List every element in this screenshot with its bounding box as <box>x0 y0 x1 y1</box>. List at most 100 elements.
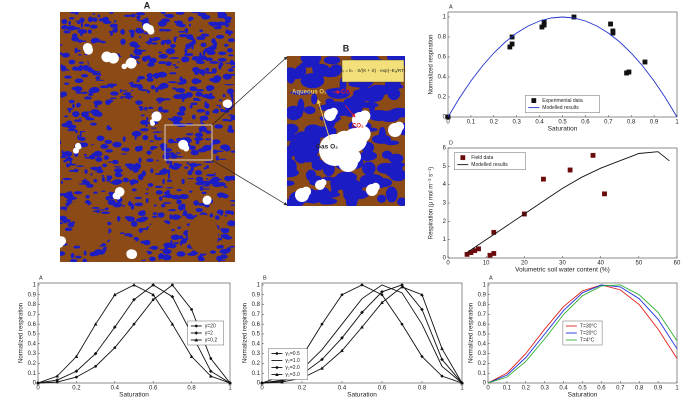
pore-water <box>163 202 172 204</box>
pore-water <box>89 24 98 29</box>
x-tick-label: 50 <box>635 261 642 267</box>
pore-water <box>177 61 180 63</box>
x-tick-label: 0.9 <box>650 120 659 126</box>
pore-water <box>160 41 166 45</box>
pore-water <box>287 165 293 175</box>
panel-label: A <box>39 275 43 281</box>
zoom-box <box>164 124 213 161</box>
legend-label: Modelled results <box>542 105 579 111</box>
x-axis-label: Saturation <box>568 392 598 399</box>
pore-water <box>109 175 113 180</box>
pore-water <box>220 233 230 239</box>
pore-water <box>220 108 224 112</box>
pore-water <box>129 54 134 57</box>
pore-water <box>92 13 96 15</box>
pore-water <box>147 183 154 187</box>
y-tick-label: 0.8 <box>438 35 447 41</box>
marker <box>208 374 213 378</box>
pore-water <box>60 93 64 98</box>
pore-water <box>231 222 235 227</box>
pore-water <box>175 12 185 15</box>
pore-water <box>136 75 146 80</box>
pore-water <box>195 91 203 97</box>
pore-water <box>353 90 362 96</box>
pore-water <box>161 168 168 173</box>
pore-water <box>287 180 295 187</box>
legend-swatch <box>531 98 537 104</box>
marker <box>75 375 78 379</box>
y-tick-label: 4 <box>443 182 447 188</box>
pore-water <box>225 30 234 35</box>
pore-water <box>138 157 142 164</box>
pore-water <box>122 177 129 183</box>
marker <box>55 378 60 382</box>
x-tick-label: 1 <box>460 386 464 392</box>
pore-water <box>67 124 77 130</box>
pore-water <box>140 173 146 175</box>
pore-water <box>68 59 76 65</box>
pore-water <box>157 212 165 218</box>
x-tick-label: 30 <box>559 261 566 267</box>
marker <box>541 176 546 182</box>
pore-water <box>165 187 174 189</box>
x-tick-label: 0.6 <box>581 120 590 126</box>
pore-water <box>200 33 210 37</box>
marker <box>132 297 136 302</box>
pore-water <box>134 202 144 207</box>
pore-water <box>69 258 78 262</box>
pore-water <box>77 54 82 56</box>
pore-water <box>186 162 190 165</box>
pore-water <box>205 95 216 100</box>
pore-water <box>131 188 137 192</box>
legend-swatch <box>275 365 279 370</box>
pore-water <box>199 29 204 33</box>
series-line <box>466 151 670 253</box>
pore-water <box>123 14 132 17</box>
pore-water <box>150 168 154 174</box>
x-tick-label: 0.2 <box>72 386 81 392</box>
pore-water <box>119 89 123 93</box>
y-axis-label: Normalized respiration <box>429 34 435 94</box>
pore-water <box>125 91 131 99</box>
zoom-line <box>211 159 288 206</box>
marker <box>151 298 155 302</box>
pore-water <box>108 191 115 196</box>
y-tick-label: 0.1 <box>252 371 261 377</box>
pore-water <box>100 144 109 150</box>
pore-water <box>150 42 158 45</box>
pore-water <box>202 188 211 190</box>
pore-water <box>136 79 140 83</box>
pore-water <box>215 155 219 161</box>
pore-water <box>140 216 149 221</box>
pore-water <box>83 178 88 184</box>
panel-label: B <box>343 43 350 53</box>
y-tick-label: 0.2 <box>28 361 37 367</box>
pore-water <box>224 43 229 47</box>
pore-water <box>178 30 185 33</box>
pore-water <box>76 102 81 107</box>
pore-water <box>209 213 214 218</box>
pore-water <box>214 172 217 175</box>
marker <box>360 325 364 329</box>
pore-water <box>145 41 148 44</box>
x-tick-label: 0.5 <box>558 120 567 126</box>
y-tick-label: 0.8 <box>252 302 261 308</box>
pore-water <box>224 210 233 215</box>
marker <box>440 346 444 351</box>
marker <box>541 22 547 28</box>
pore-water <box>194 69 199 76</box>
pore-water <box>175 138 182 141</box>
pore-water <box>230 150 235 153</box>
pore-water <box>204 102 210 109</box>
y-tick-label: 0.8 <box>28 302 37 308</box>
pore-water <box>67 156 72 159</box>
pore-water <box>205 130 212 134</box>
plot-frame <box>261 282 463 384</box>
pore-water <box>137 88 145 91</box>
pore-water <box>188 23 192 27</box>
x-tick-label: 0.6 <box>378 386 387 392</box>
pore-water <box>226 48 233 53</box>
pore-water <box>219 62 224 67</box>
pore-water <box>107 199 116 206</box>
pore-water <box>124 148 130 152</box>
